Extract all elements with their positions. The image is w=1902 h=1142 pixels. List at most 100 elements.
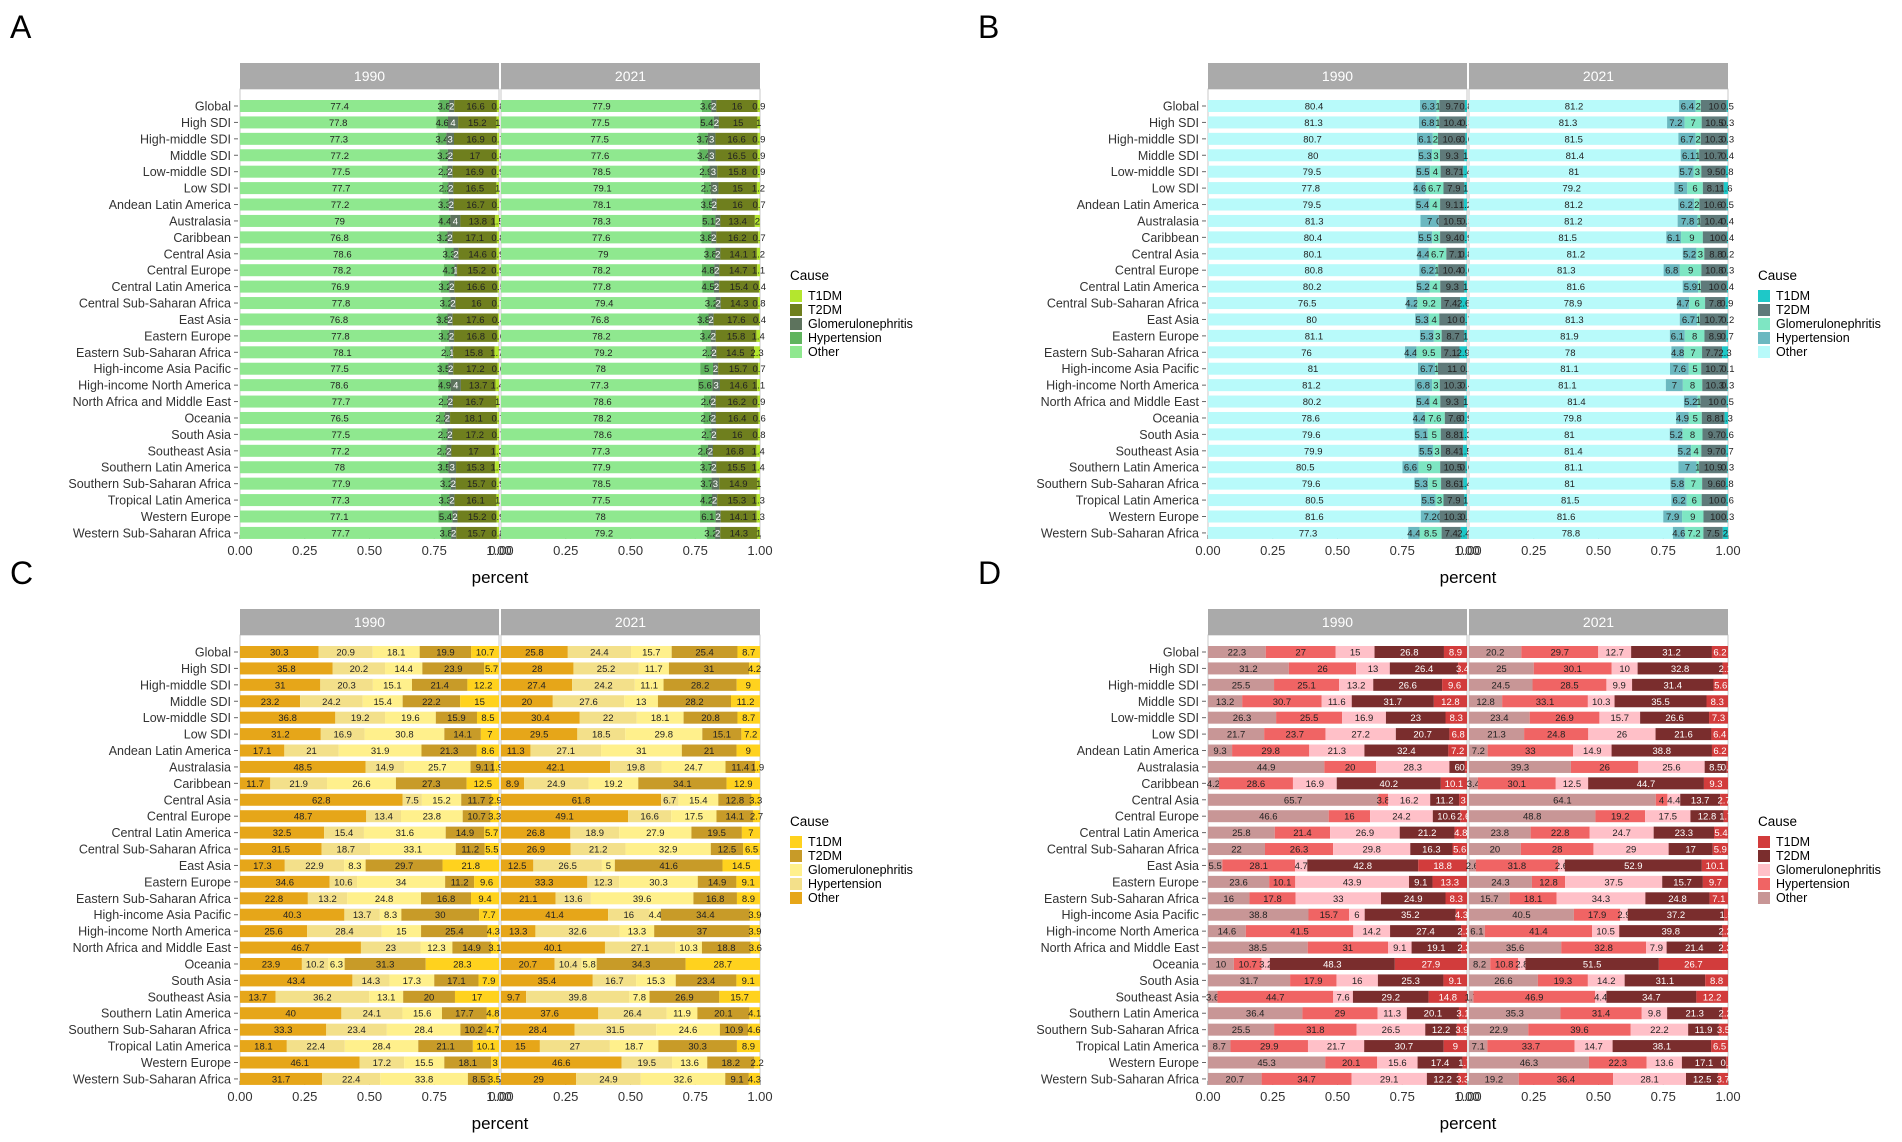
data-label: 79.6 bbox=[1302, 479, 1321, 490]
bar-segment bbox=[1441, 329, 1465, 342]
data-label: 13.1 bbox=[377, 992, 396, 1003]
bar-segment bbox=[240, 264, 444, 277]
data-label: 81 bbox=[1564, 479, 1575, 490]
bar-segment bbox=[702, 477, 712, 490]
region-label: Australasia bbox=[1137, 214, 1199, 228]
bar-segment bbox=[1232, 744, 1310, 757]
data-label: 21.4 bbox=[1685, 943, 1704, 954]
bar-segment bbox=[1233, 957, 1262, 970]
data-label: 0.6 bbox=[492, 331, 505, 342]
data-label: 3.2 bbox=[438, 282, 451, 293]
bar-segment bbox=[711, 428, 717, 441]
data-label: 0.9 bbox=[752, 134, 765, 145]
bar-segment bbox=[1433, 329, 1442, 342]
bar-segment bbox=[700, 362, 714, 375]
data-label: 9.8 bbox=[1648, 1009, 1661, 1020]
bar-segment bbox=[1417, 297, 1442, 310]
data-label: 0.3 bbox=[1721, 381, 1734, 392]
bar-segment bbox=[1439, 379, 1466, 392]
bar-segment bbox=[1703, 777, 1728, 790]
data-label: 34.3 bbox=[1592, 894, 1611, 905]
data-label: 6.2 bbox=[1713, 648, 1726, 659]
data-label: 2 bbox=[453, 249, 458, 260]
data-label: 20.7 bbox=[1226, 1074, 1245, 1085]
bar-segment bbox=[1558, 859, 1565, 872]
bar-segment bbox=[1678, 132, 1696, 145]
bar-segment bbox=[715, 510, 721, 523]
data-label: 2 bbox=[755, 216, 760, 227]
bar-segment bbox=[1295, 859, 1308, 872]
bar-segment bbox=[749, 1007, 760, 1020]
data-label: 1.4 bbox=[752, 331, 765, 342]
data-label: 5.3 bbox=[1420, 331, 1433, 342]
data-label: 1 bbox=[1435, 118, 1440, 129]
bar-segment bbox=[1663, 510, 1683, 523]
bar-segment bbox=[758, 411, 760, 424]
data-label: 31.2 bbox=[1239, 664, 1258, 675]
data-label: 31.5 bbox=[272, 845, 291, 856]
data-label: 5.4 bbox=[439, 512, 452, 523]
data-label: 81.1 bbox=[1305, 331, 1324, 342]
bar-segment bbox=[1364, 1040, 1444, 1053]
data-label: 10.8 bbox=[1495, 959, 1514, 970]
data-label: 42.1 bbox=[546, 762, 565, 773]
data-label: 1.3 bbox=[1459, 430, 1472, 441]
data-label: 32.8 bbox=[1594, 943, 1613, 954]
bar-segment bbox=[1670, 477, 1685, 490]
bar-segment bbox=[1667, 793, 1681, 806]
bar-segment bbox=[1662, 875, 1703, 888]
facet-year-label: 2021 bbox=[615, 68, 646, 84]
data-label: 77.8 bbox=[592, 282, 611, 293]
data-label: 79.4 bbox=[595, 299, 614, 310]
data-label: 15.2 bbox=[468, 512, 487, 523]
bar-segment bbox=[341, 1007, 403, 1020]
data-label: 26.8 bbox=[526, 828, 545, 839]
data-label: 13.6 bbox=[1655, 1058, 1674, 1069]
bar-segment bbox=[1410, 843, 1453, 856]
data-label: 4.4 bbox=[1594, 992, 1607, 1003]
bar-segment bbox=[372, 646, 420, 658]
bar-segment bbox=[1208, 777, 1219, 790]
bar-segment bbox=[1704, 247, 1728, 260]
data-label: 27.2 bbox=[1351, 730, 1370, 741]
bar-segment bbox=[403, 990, 455, 1003]
data-label: 9.2 bbox=[1423, 299, 1436, 310]
data-label: 46.9 bbox=[1525, 992, 1544, 1003]
region-label: Central Sub-Saharan Africa bbox=[1047, 297, 1199, 311]
bar-segment bbox=[658, 1040, 737, 1053]
data-label: 29 bbox=[533, 1074, 544, 1085]
data-label: 5.7 bbox=[485, 828, 498, 839]
data-label: 4.7 bbox=[486, 1025, 499, 1036]
data-label: 78.1 bbox=[333, 348, 352, 359]
bar-segment bbox=[539, 1040, 610, 1053]
data-label: 17.9 bbox=[1304, 976, 1323, 987]
data-label: 9.6 bbox=[1707, 479, 1720, 490]
data-label: 4.4 bbox=[1404, 348, 1417, 359]
bar-segment bbox=[758, 313, 760, 326]
data-label: 5.9 bbox=[1684, 282, 1697, 293]
bar-segment bbox=[1671, 494, 1687, 507]
bar-segment bbox=[573, 662, 639, 675]
data-label: 13.4 bbox=[374, 812, 393, 823]
bar-segment bbox=[501, 510, 701, 523]
data-label: 0.7 bbox=[491, 299, 504, 310]
bar-segment bbox=[240, 760, 366, 773]
data-label: 35.3 bbox=[1505, 1009, 1524, 1020]
bar-segment bbox=[1463, 428, 1467, 441]
data-label: 7.2 bbox=[744, 730, 757, 741]
bar-segment bbox=[1440, 165, 1464, 178]
bar-segment bbox=[1702, 428, 1727, 441]
bar-segment bbox=[1414, 477, 1429, 490]
bar-segment bbox=[344, 859, 366, 872]
bar-segment bbox=[1428, 477, 1442, 490]
data-label: 2 bbox=[711, 233, 716, 244]
data-label: 77.7 bbox=[331, 528, 350, 539]
data-label: 16.8 bbox=[437, 894, 456, 905]
data-label: 12.5 bbox=[1563, 779, 1582, 790]
bar-segment bbox=[1442, 678, 1467, 691]
data-label: 20 bbox=[522, 697, 533, 708]
bar-segment bbox=[713, 362, 719, 375]
bar-segment bbox=[1325, 728, 1396, 741]
bar-segment bbox=[1419, 264, 1436, 277]
data-label: 2 bbox=[449, 102, 454, 113]
